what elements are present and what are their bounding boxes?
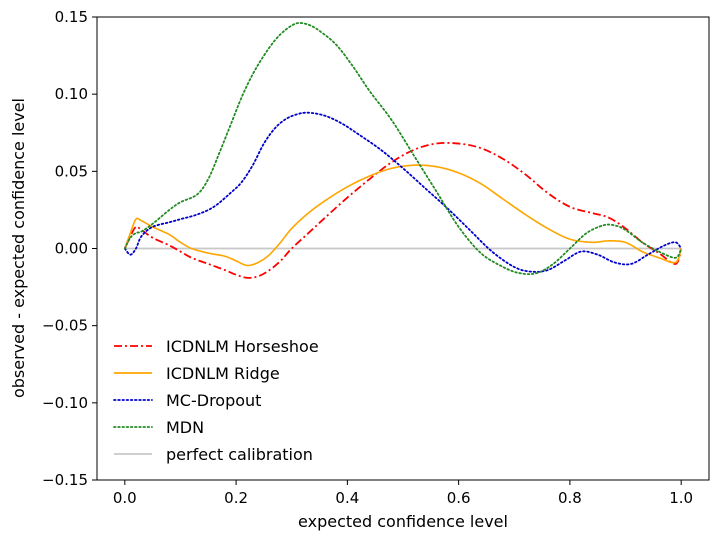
y-tick-label: 0.15 <box>55 8 88 26</box>
y-tick-label: −0.15 <box>42 471 88 489</box>
legend-label: MDN <box>166 418 204 437</box>
series-line-mc-dropout <box>123 111 683 273</box>
y-tick-label: 0.05 <box>55 162 88 180</box>
y-axis-label: observed - expected confidence level <box>9 98 28 398</box>
series-layer <box>123 22 683 279</box>
y-tick-label: −0.05 <box>42 317 88 335</box>
x-tick-label: 0.6 <box>447 489 471 507</box>
x-axis-label: expected confidence level <box>298 512 508 531</box>
x-tick-label: 0.4 <box>335 489 359 507</box>
series-line-mdn <box>123 22 683 276</box>
legend-label: MC-Dropout <box>166 391 261 410</box>
series-line-icdnlm-ridge <box>124 164 682 267</box>
y-tick-label: 0.00 <box>55 240 88 258</box>
x-tick-label: 0.0 <box>113 489 137 507</box>
legend-label: perfect calibration <box>166 445 313 464</box>
y-tick-label: 0.10 <box>55 85 88 103</box>
y-axis-ticks: −0.15 −0.10 −0.05 0.00 0.05 0.10 0.15 <box>42 8 97 489</box>
x-tick-label: 0.8 <box>558 489 582 507</box>
series-line-icdnlm-horseshoe <box>123 141 683 279</box>
y-tick-label: −0.10 <box>42 394 88 412</box>
x-axis-ticks: 0.0 0.2 0.4 0.6 0.8 1.0 <box>113 480 693 507</box>
legend: ICDNLM Horseshoe ICDNLM Ridge MC-Dropout MD… <box>113 337 319 464</box>
x-tick-label: 1.0 <box>669 489 693 507</box>
legend-label: ICDNLM Ridge <box>166 364 280 383</box>
x-tick-label: 0.2 <box>224 489 248 507</box>
legend-label: ICDNLM Horseshoe <box>166 337 319 356</box>
